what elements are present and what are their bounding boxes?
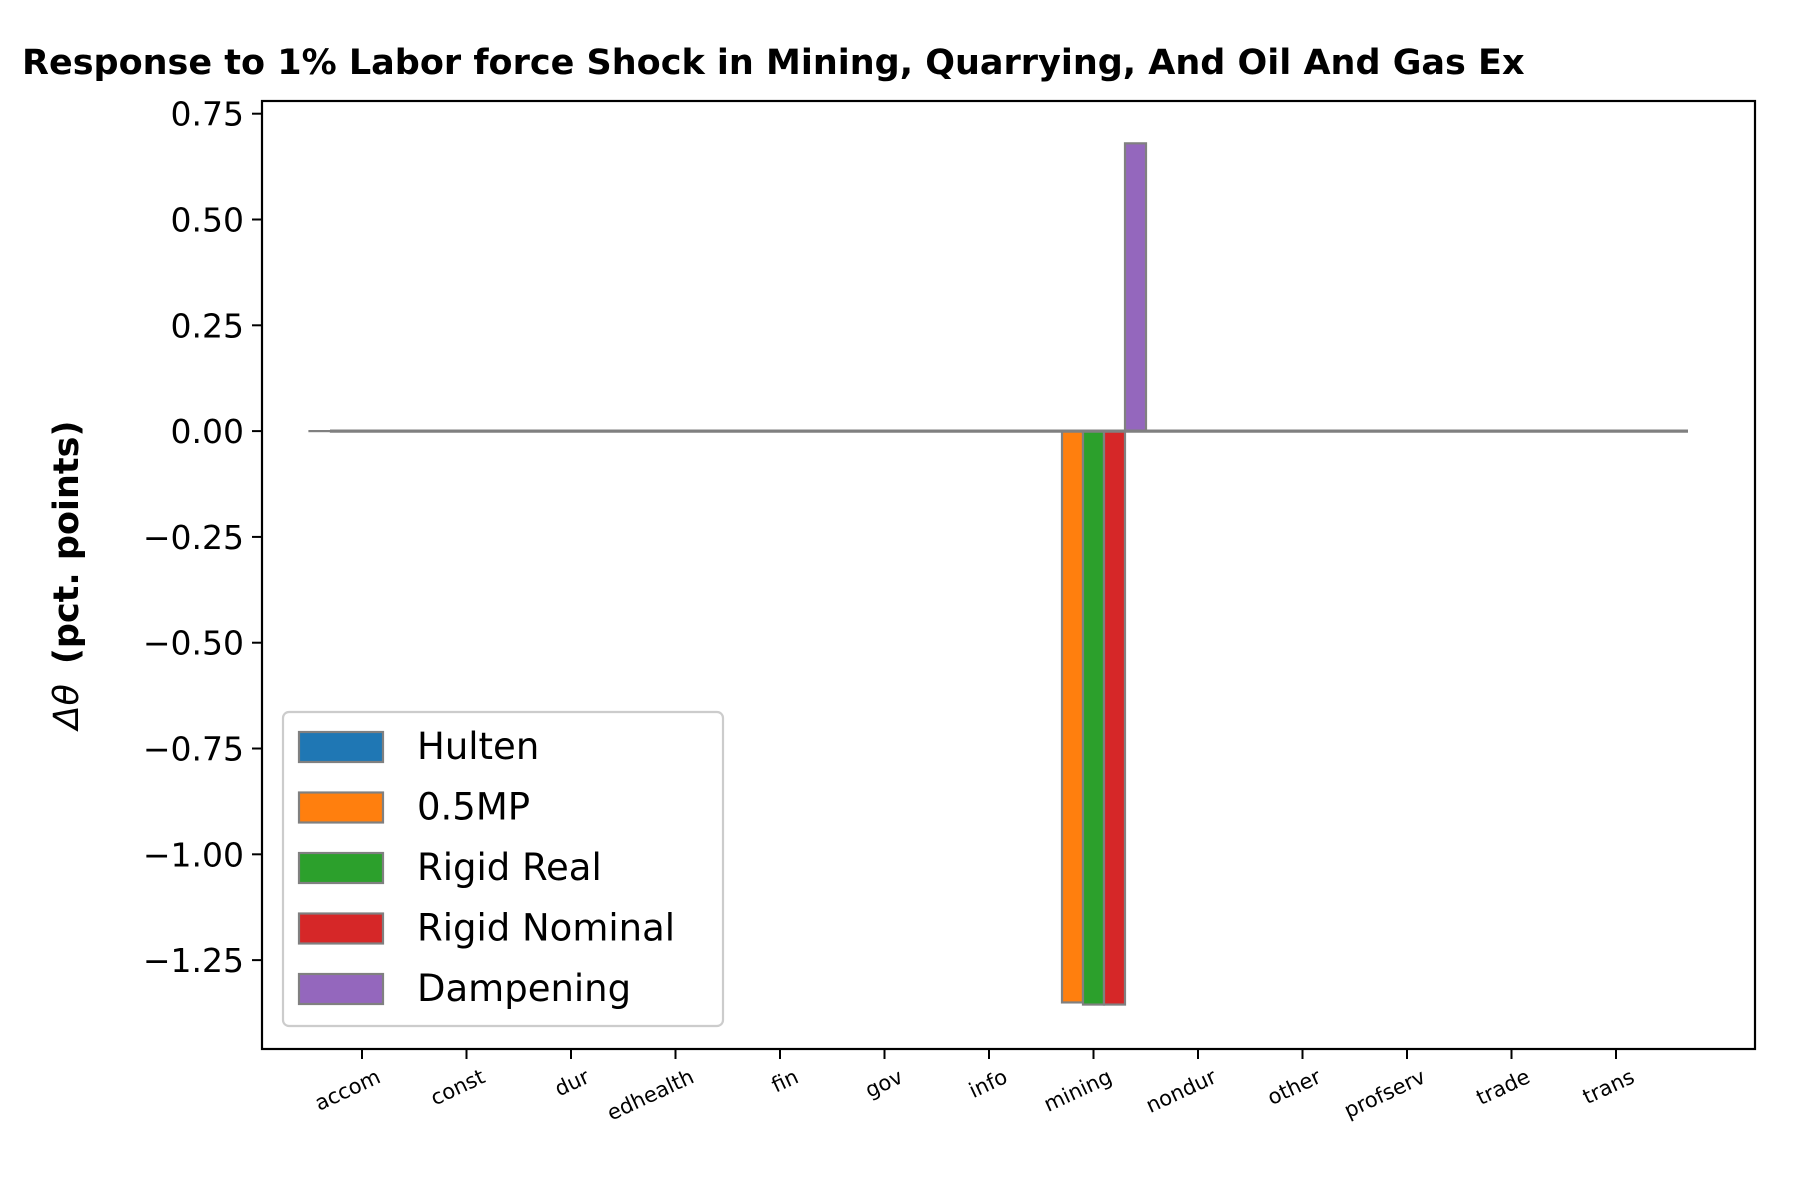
bar-rigid-real-mining [1081,430,1106,1006]
legend-label: Dampening [417,967,631,1010]
x-tick-label-profserv: profserv [1340,1064,1429,1122]
legend-swatch-0-5mp [297,791,385,824]
y-tick-label: −0.25 [143,518,244,557]
legend-swatch-rigid-nominal [297,912,385,945]
x-tick-label-trade: trade [1473,1064,1534,1109]
x-tick-label-const: const [427,1064,489,1110]
y-axis-unit: (pct. points) [47,421,87,665]
bar-0-5mp-mining [1060,430,1085,1004]
legend-swatch-hulten [297,730,385,764]
legend-box [281,710,725,1028]
y-tick-label: −0.75 [143,730,244,769]
x-tick-label-trans: trans [1579,1064,1638,1109]
y-tick-label: 0.00 [171,412,244,451]
y-axis: 0.75 0.50 0.25 0.00 −0.25 −0.50 −0.75 −1.00 −1.2… [143,95,262,980]
bar-rigid-nominal-mining [1102,430,1127,1006]
legend-label: Rigid Real [417,846,602,889]
y-axis-label: Δθ (pct. points) [47,421,87,733]
x-tick-label-nondur: nondur [1142,1064,1220,1117]
y-tick-label: −1.25 [143,941,244,980]
y-tick-label: 0.75 [171,95,244,134]
y-tick-label: 0.50 [171,201,244,240]
y-tick-label: 0.25 [171,306,244,345]
y-tick-label: −1.00 [143,835,244,874]
x-tick-label-mining: mining [1040,1064,1115,1116]
x-tick-label-dur: dur [551,1064,593,1101]
x-tick-label-other: other [1264,1064,1325,1110]
legend-label: 0.5MP [417,786,530,829]
x-tick-label-fin: fin [768,1064,802,1097]
legend-label: Hulten [417,725,539,768]
x-tick-label-edhealth: edhealth [603,1064,697,1125]
y-tick-label: −0.50 [143,624,244,663]
x-tick-label-gov: gov [861,1064,906,1102]
legend: Hulten 0.5MP Rigid Real Rigid Nominal Dampen… [281,710,725,1028]
chart-title: Response to 1% Labor force Shock in Mini… [22,43,1525,83]
y-axis-symbol: Δθ [47,684,87,732]
svg-text:Δθ(pct. points): Δθ (pct. points) [47,421,87,733]
legend-label: Rigid Nominal [417,907,675,950]
x-tick-label-info: info [965,1064,1011,1102]
legend-swatch-rigid-real [297,851,385,885]
plot-area [260,99,1757,1051]
x-tick-label-accom: accom [311,1064,384,1115]
x-axis: accom const dur edhealth fin gov info mining non… [311,1049,1638,1125]
bar-dampening-mining [1123,142,1148,433]
legend-swatch-dampening [297,972,385,1006]
